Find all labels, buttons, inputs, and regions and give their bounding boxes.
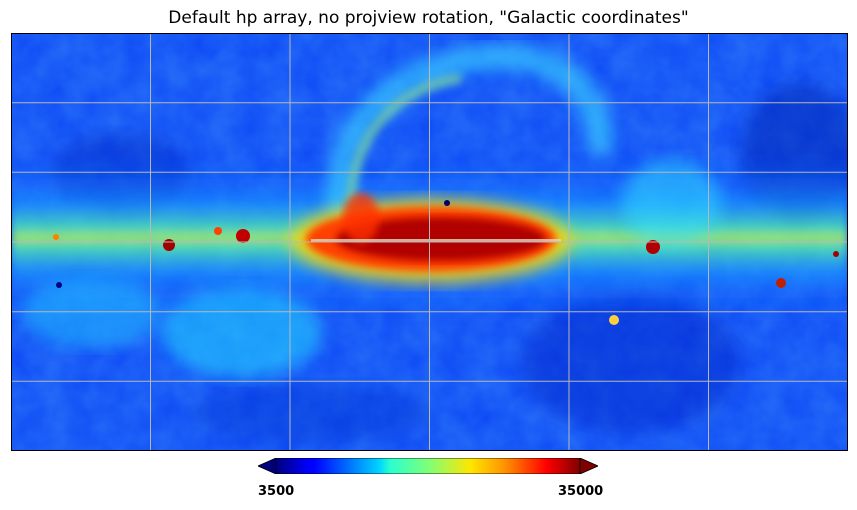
colorbar-gradient (275, 458, 581, 474)
colorbar-extend-min (258, 458, 277, 474)
graticule (11, 33, 848, 451)
sky-map (11, 33, 848, 451)
polar-spur (326, 44, 614, 225)
colorbar-extend-max (579, 458, 598, 474)
colorbar (258, 458, 598, 474)
chart-title: Default hp array, no projview rotation, … (168, 8, 689, 28)
colorbar-min-label: 3500 (258, 484, 295, 499)
colorbar-max-label: 35000 (558, 484, 604, 499)
